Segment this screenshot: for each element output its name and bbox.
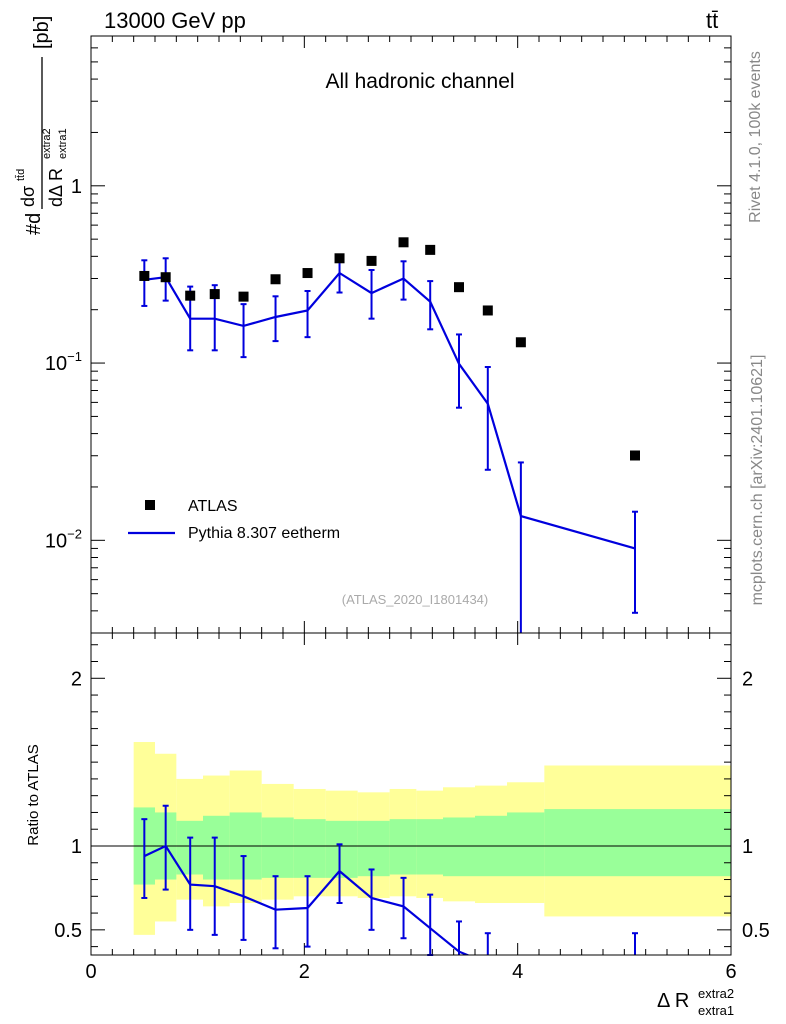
atlas-point	[515, 337, 526, 348]
svg-text:extra1: extra1	[698, 1003, 734, 1018]
ratio-inner-band	[389, 819, 417, 875]
ratio-frame	[90, 632, 732, 956]
svg-text:extra2: extra2	[41, 128, 53, 159]
ratio-xtick-label: 6	[725, 961, 736, 983]
channel-label: All hadronic channel	[325, 70, 514, 93]
ratio-ytick-label-right: 2	[742, 668, 753, 690]
atlas-point	[270, 274, 281, 285]
ratio-panel: 0 2 4 6 0.5 0.5 1 1 2 2	[54, 632, 770, 983]
svg-text:extra1: extra1	[57, 128, 69, 159]
atlas-point	[139, 270, 150, 281]
ratio-inner-band	[507, 812, 545, 877]
atlas-point	[366, 255, 377, 266]
energy-label: 13000 GeV pp	[104, 8, 246, 33]
atlas-point	[160, 272, 171, 283]
svg-text:dσ: dσ	[18, 186, 38, 207]
legend-atlas-marker	[145, 500, 155, 510]
svg-text:extra2: extra2	[698, 986, 734, 1001]
ratio-ytick-label-left: 2	[71, 668, 82, 690]
ratio-ylabel: Ratio to ATLAS	[25, 744, 42, 845]
svg-text:#d: #d	[23, 213, 45, 235]
rivet-label: Rivet 4.1.0, 100k events	[747, 51, 764, 223]
ratio-ytick-label-left: 0.5	[54, 920, 82, 942]
pythia-line	[144, 271, 636, 550]
atlas-point	[185, 290, 196, 301]
ratio-xtick-label: 0	[85, 961, 96, 983]
svg-text:[pb]: [pb]	[31, 16, 53, 49]
atlas-point	[209, 289, 220, 300]
legend-pythia-label: Pythia 8.307 eetherm	[188, 525, 340, 542]
atlas-point	[425, 244, 436, 255]
ratio-ytick-label-left: 1	[71, 836, 82, 858]
process-label: tt̄	[706, 8, 718, 33]
ratio-inner-band	[443, 817, 475, 877]
main-ylabel: #d dσ tt̄d dΔ R extra2 extra1 [pb]	[15, 16, 69, 235]
ratio-line	[143, 844, 471, 955]
svg-text:Δ R: Δ R	[657, 990, 689, 1012]
mcplots-label: mcplots.cern.ch [arXiv:2401.10621]	[749, 355, 766, 606]
ratio-inner-band	[261, 817, 294, 878]
atlas-point	[454, 282, 464, 293]
main-ytick-label: 10−1	[45, 349, 82, 375]
main-panel: 1 10−1 10−2	[45, 35, 732, 634]
svg-text:dΔ R: dΔ R	[46, 168, 66, 207]
ratio-inner-band	[416, 819, 443, 875]
legend: ATLAS Pythia 8.307 eetherm	[128, 498, 340, 542]
atlas-point	[398, 237, 409, 248]
svg-text:tt̄d: tt̄d	[15, 169, 27, 181]
legend-atlas-label: ATLAS	[188, 498, 238, 515]
atlas-point	[482, 305, 493, 316]
ratio-inner-band	[325, 820, 358, 878]
ratio-xtick-label: 4	[512, 961, 523, 983]
ratio-xtick-label: 2	[299, 961, 310, 983]
main-ytick-label: 1	[71, 176, 82, 198]
main-ytick-label: 10−2	[45, 526, 82, 552]
ratio-ytick-label-right: 1	[742, 836, 753, 858]
ratio-inner-band	[357, 820, 390, 877]
ratio-inner-band	[544, 809, 731, 877]
analysis-label: (ATLAS_2020_I1801434)	[342, 592, 488, 607]
atlas-point	[238, 291, 249, 302]
atlas-point	[630, 450, 640, 461]
xlabel: Δ R extra2 extra1	[657, 986, 734, 1018]
atlas-point	[334, 253, 345, 264]
ratio-ytick-label-right: 0.5	[742, 920, 770, 942]
ratio-inner-band	[203, 815, 230, 880]
ratio-inner-band	[293, 819, 326, 878]
atlas-point	[302, 268, 313, 279]
